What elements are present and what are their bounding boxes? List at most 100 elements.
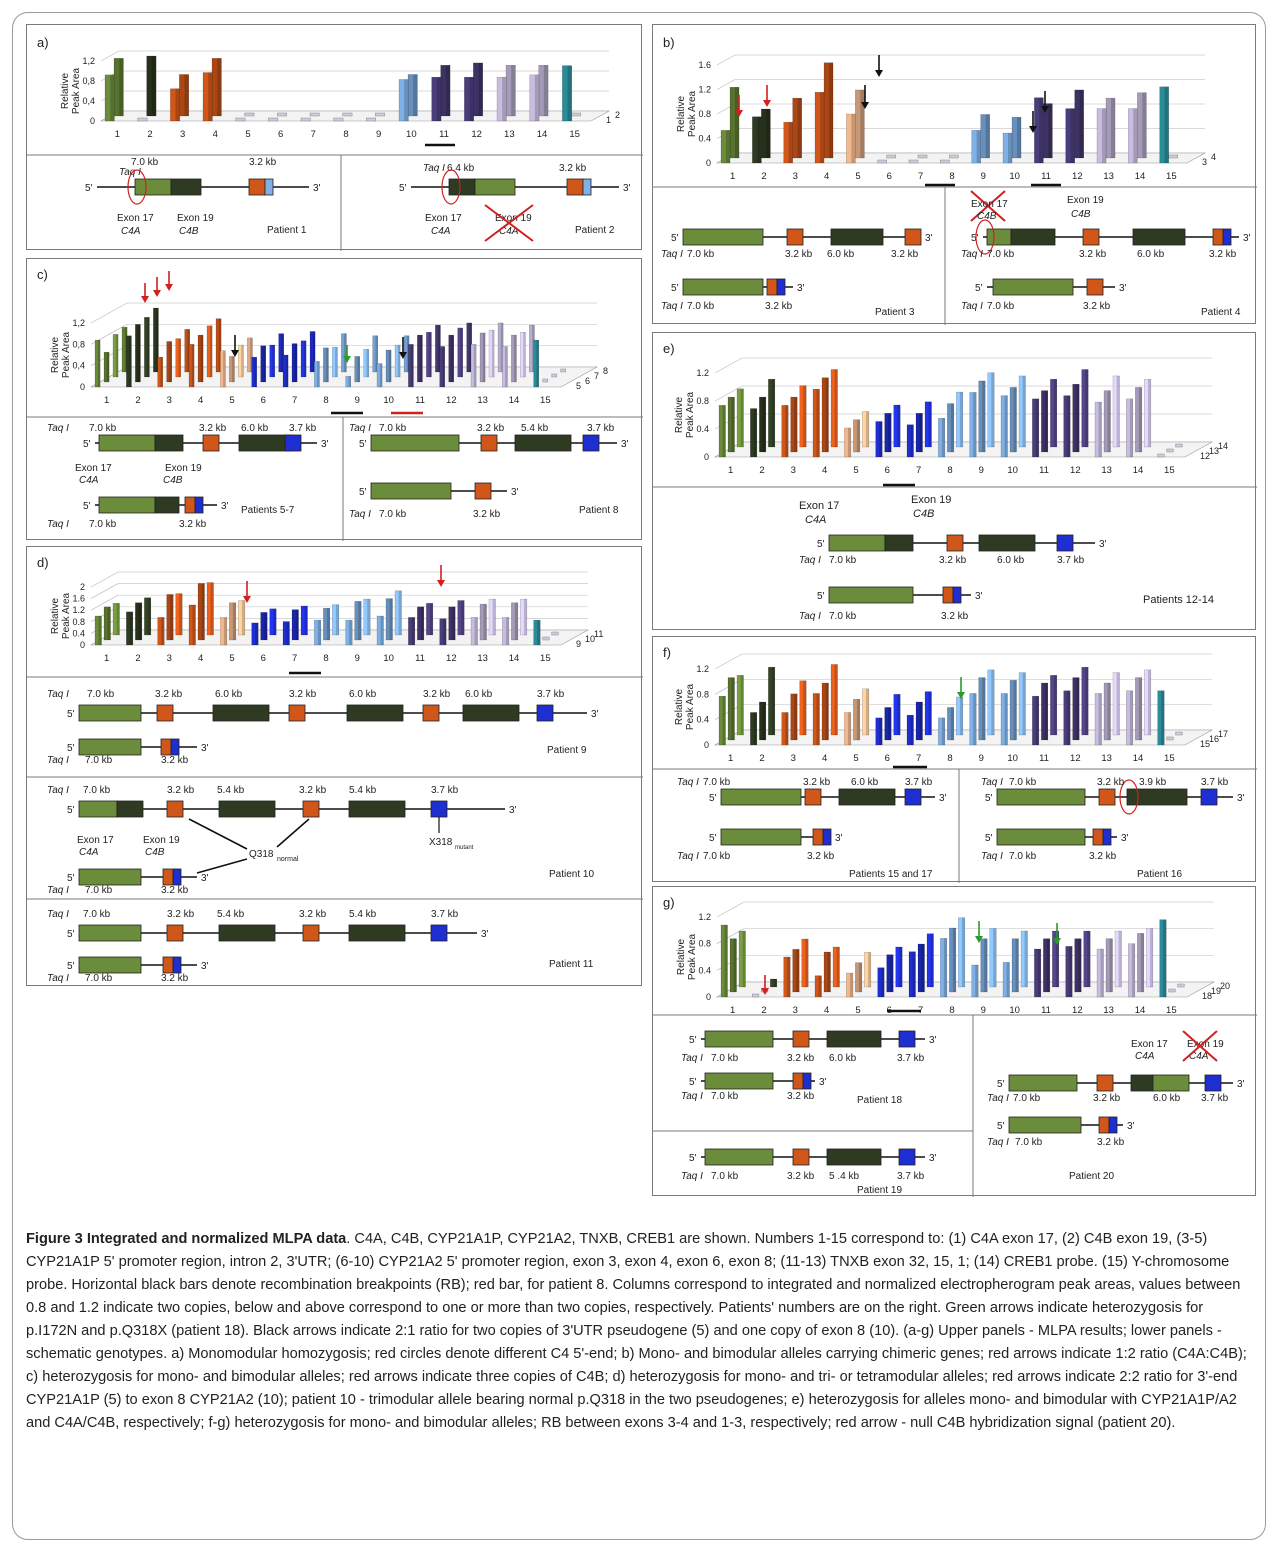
row-label: 16 [1209, 734, 1219, 744]
bar-shade [724, 925, 728, 997]
x-tick-label: 15 [1164, 465, 1175, 476]
bar-shade [232, 602, 236, 640]
three-prime-label: 3' [621, 439, 629, 450]
x-tick-label: 12 [1070, 753, 1081, 764]
bar-shade [1142, 92, 1147, 158]
bar-shade [502, 77, 507, 121]
label-text: 6.0 kb [1137, 249, 1165, 260]
cyp21a2-box [1108, 1116, 1118, 1134]
bar-shade [816, 389, 820, 457]
x-tick-label: 14 [1133, 465, 1144, 476]
x-tick-label: 9 [979, 465, 984, 476]
x-tick-label: 7 [916, 465, 921, 476]
label-text: 3.7 kb [1201, 1093, 1229, 1104]
bar [529, 74, 540, 122]
label-text: 3.7 kb [897, 1171, 925, 1182]
x-tick-label: 2 [135, 653, 140, 664]
bar [1041, 390, 1049, 453]
cyp21a1p-box [302, 924, 320, 942]
five-prime-label: 5' [399, 183, 407, 194]
bar-shade [478, 62, 483, 116]
bar [363, 598, 371, 636]
patient-label: Patients 5-7 [241, 505, 295, 516]
indicator-arrow-head [153, 290, 161, 297]
bar [314, 619, 322, 646]
label-text: 3.2 kb [155, 689, 183, 700]
bar-shade [210, 582, 214, 635]
label-text: X318 [429, 837, 453, 848]
x-tick-label: 8 [323, 395, 328, 406]
bar-shade [865, 411, 869, 447]
bar [752, 116, 762, 164]
label-text: 3.2 kb [299, 909, 327, 920]
bar-shade [241, 600, 245, 635]
bar-shade [722, 696, 726, 745]
label-text: 3.2 kb [941, 611, 969, 622]
bar [112, 603, 120, 636]
bar-shade [295, 609, 299, 640]
bar-shade [867, 952, 871, 987]
bar-shade [326, 347, 329, 382]
bar-shade [272, 345, 275, 377]
bar [157, 617, 165, 646]
bar-shade [1037, 949, 1041, 997]
label-text: 7.0 kb [85, 755, 113, 766]
c4a-box [720, 788, 802, 806]
label-text: 3.2 kb [249, 157, 277, 168]
bar-shade [397, 345, 401, 377]
x-tick-label: 9 [355, 653, 360, 664]
bar [488, 329, 495, 378]
bar-shade [1039, 97, 1044, 163]
bar-empty [1166, 736, 1174, 741]
label-text: Taq I [47, 519, 69, 530]
bar-shade [879, 717, 883, 745]
bar [956, 391, 964, 448]
bar-shade [250, 337, 253, 372]
cyp21a2-box [430, 924, 448, 942]
bar-shade [294, 343, 298, 382]
bar-shade [961, 917, 965, 987]
bar [282, 354, 289, 388]
bar [906, 714, 914, 746]
panel-a: a) RelativePeak Area 0 0,4 0,8 1,2 2 1 1 2 3 4 5 6 7 8 9… [26, 24, 643, 251]
x-tick-label: 5 [245, 129, 250, 140]
label-text: 3.7 kb [587, 423, 615, 434]
y-tick-label: 1.6 [698, 60, 711, 70]
bar [448, 334, 454, 383]
bar [251, 356, 257, 388]
bar [1000, 395, 1008, 458]
bar-shade [785, 712, 789, 745]
bar [781, 405, 789, 458]
bar-shade [129, 611, 133, 645]
bar [1072, 677, 1080, 741]
x-tick-label: 6 [278, 129, 283, 140]
three-prime-label: 3' [835, 833, 843, 844]
bar [938, 717, 946, 746]
bar [502, 617, 510, 646]
caption-title: Figure 3 Integrated and normalized MLPA … [26, 1231, 347, 1247]
cyp21a1p-box [474, 482, 492, 500]
bar [720, 130, 731, 164]
x-tick-label: 2 [135, 395, 140, 406]
bar-shade [910, 424, 914, 457]
bar [1032, 398, 1040, 458]
patient-label: Patient 3 [875, 307, 915, 318]
bar [832, 946, 840, 988]
label-text: Taq I [981, 851, 1003, 862]
bar-shade [1053, 379, 1057, 447]
bar [354, 356, 360, 383]
bar [938, 418, 946, 458]
bar [823, 951, 831, 993]
bar-shade [888, 707, 892, 740]
bar [511, 602, 519, 641]
bar [718, 405, 726, 458]
bar-shade [879, 421, 883, 457]
cyp21a2-box [1056, 534, 1074, 552]
label-text: 3.2 kb [939, 555, 967, 566]
bar-shade [119, 58, 124, 116]
bar [247, 337, 253, 373]
cyp21a2-box [582, 178, 592, 196]
label-text: 7.0 kb [89, 423, 117, 434]
bar [309, 331, 316, 373]
bar [363, 349, 369, 378]
